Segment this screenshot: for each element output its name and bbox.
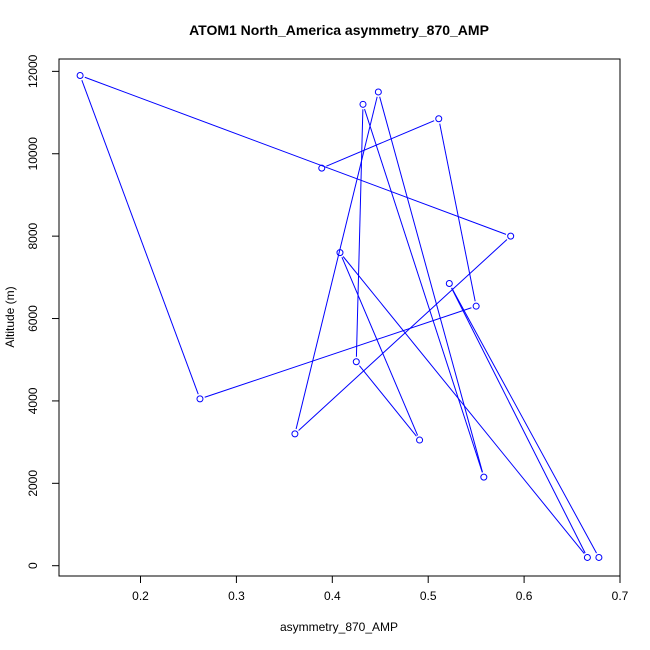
series-segment: [204, 307, 472, 398]
data-point: [359, 100, 367, 108]
plot-frame: [58, 58, 621, 577]
series-segment: [84, 76, 507, 235]
y-tick-label: 2000: [26, 470, 40, 497]
series-segment: [81, 79, 199, 395]
data-point: [374, 88, 382, 96]
data-point: [352, 358, 360, 366]
data-point: [318, 164, 326, 172]
series-segment: [451, 287, 597, 554]
x-tick-label: 0.7: [612, 589, 629, 603]
x-axis-label: asymmetry_870_AMP: [280, 620, 398, 634]
series-segment: [298, 239, 508, 431]
data-point: [583, 553, 591, 561]
data-point: [507, 232, 515, 240]
x-tick-label: 0.4: [324, 589, 341, 603]
y-tick-label: 8000: [26, 222, 40, 249]
y-axis: 0 2000 4000 6000 8000 10000 12000: [26, 54, 60, 569]
x-tick-label: 0.2: [132, 589, 149, 603]
data-point: [416, 436, 424, 444]
series-segment: [326, 120, 435, 167]
data-point: [76, 71, 84, 79]
y-axis-label: Altitude (m): [3, 286, 17, 347]
data-point: [480, 473, 488, 481]
series-segment: [359, 365, 417, 437]
chart-title: ATOM1 North_America asymmetry_870_AMP: [189, 22, 489, 38]
series-segment: [439, 123, 476, 302]
x-tick-label: 0.5: [420, 589, 437, 603]
data-point: [595, 553, 603, 561]
series-segment: [295, 96, 378, 430]
data-point: [291, 430, 299, 438]
y-tick-label: 4000: [26, 387, 40, 414]
data-point: [196, 395, 204, 403]
series-layer: [76, 71, 603, 561]
y-tick-label: 0: [26, 562, 40, 569]
series-segment: [451, 287, 586, 554]
series-segment: [364, 108, 483, 473]
x-axis: 0.2 0.3 0.4 0.5 0.6 0.7: [132, 575, 629, 603]
y-tick-label: 6000: [26, 305, 40, 332]
y-tick-label: 10000: [26, 137, 40, 171]
data-point: [445, 280, 453, 288]
series-segment: [341, 257, 419, 436]
x-tick-label: 0.3: [228, 589, 245, 603]
data-point: [435, 115, 443, 123]
series-segment: [355, 109, 364, 357]
y-tick-label: 12000: [26, 54, 40, 88]
data-point: [472, 302, 480, 310]
data-point: [336, 249, 344, 257]
series-segment: [379, 96, 483, 473]
x-tick-label: 0.6: [516, 589, 533, 603]
